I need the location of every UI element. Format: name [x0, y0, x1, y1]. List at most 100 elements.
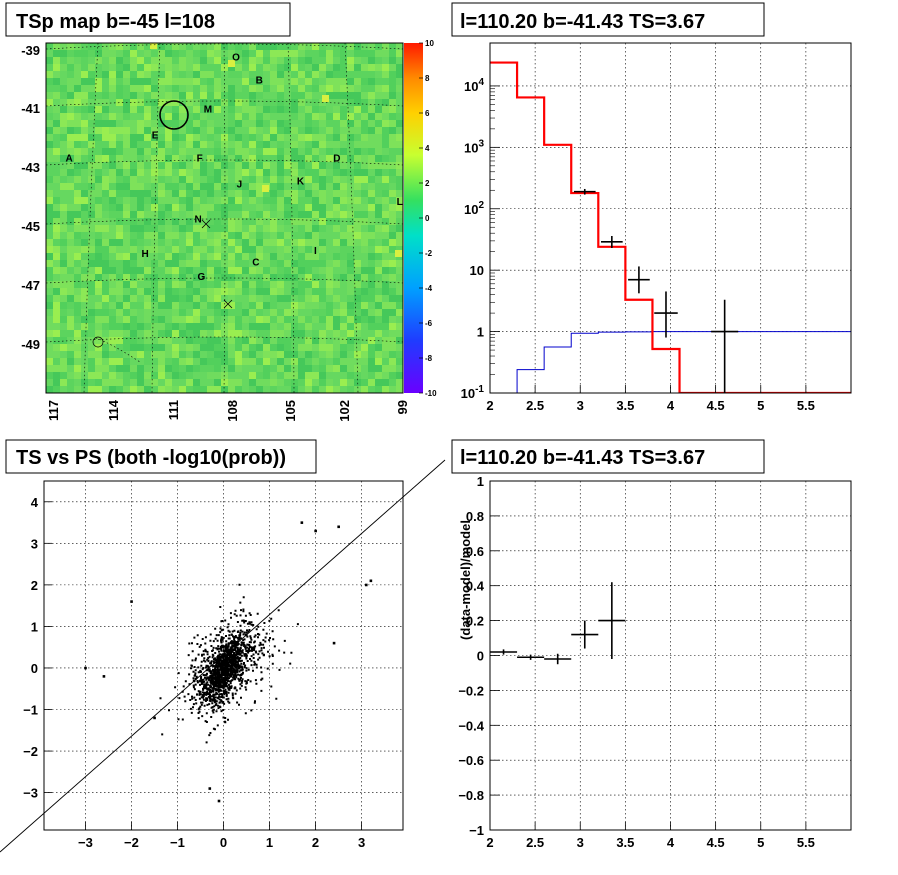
map-pixel	[60, 78, 68, 86]
map-pixel	[305, 337, 313, 345]
map-pixel	[60, 127, 68, 135]
map-pixel	[368, 323, 376, 331]
map-pixel	[102, 183, 110, 191]
map-pixel	[284, 183, 292, 191]
map-pixel	[53, 50, 61, 58]
map-pixel	[158, 309, 166, 317]
map-pixel	[88, 232, 96, 240]
map-pixel	[326, 169, 334, 177]
map-pixel	[172, 162, 180, 170]
map-pixel	[242, 232, 250, 240]
map-pixel	[228, 239, 236, 247]
map-pixel	[228, 218, 236, 226]
map-pixel	[263, 316, 271, 324]
map-pixel	[151, 148, 159, 156]
map-pixel	[305, 372, 313, 380]
map-pixel	[130, 127, 138, 135]
map-pixel	[361, 99, 369, 107]
residual-y-tick-label: −0.4	[458, 718, 484, 733]
map-pixel	[81, 155, 89, 163]
map-pixel	[312, 113, 320, 121]
map-pixel	[368, 358, 376, 366]
map-pixel	[319, 260, 327, 268]
map-pixel	[88, 106, 96, 114]
map-pixel	[123, 351, 131, 359]
map-pixel	[319, 43, 327, 51]
map-pixel	[221, 134, 229, 142]
map-pixel	[284, 78, 292, 86]
map-pixel	[158, 330, 166, 338]
map-pixel	[270, 225, 278, 233]
map-pixel	[179, 379, 187, 387]
map-pixel	[263, 204, 271, 212]
map-pixel	[116, 57, 124, 65]
map-pixel	[277, 358, 285, 366]
map-pixel	[249, 232, 257, 240]
map-pixel	[137, 246, 145, 254]
map-pixel	[284, 148, 292, 156]
map-pixel	[67, 267, 75, 275]
map-pixel	[144, 134, 152, 142]
map-pixel	[102, 78, 110, 86]
map-pixel	[130, 232, 138, 240]
map-pixel	[74, 218, 82, 226]
map-pixel	[347, 281, 355, 289]
map-pixel	[361, 155, 369, 163]
map-pixel	[172, 148, 180, 156]
map-pixel	[291, 309, 299, 317]
map-pixel	[67, 190, 75, 198]
map-pixel	[284, 267, 292, 275]
map-pixel	[396, 141, 403, 149]
map-pixel	[137, 302, 145, 310]
map-pixel	[207, 358, 215, 366]
residual-y-tick-label: 0.2	[466, 614, 484, 629]
map-pixel	[263, 169, 271, 177]
map-pixel	[277, 120, 285, 128]
map-pixel	[361, 232, 369, 240]
map-pixel	[284, 281, 292, 289]
map-pixel	[207, 323, 215, 331]
map-pixel	[221, 211, 229, 219]
map-pixel	[74, 162, 82, 170]
map-pixel	[291, 106, 299, 114]
map-pixel	[172, 99, 180, 107]
map-pixel	[235, 78, 243, 86]
map-pixel	[312, 85, 320, 93]
map-pixel	[361, 267, 369, 275]
map-pixel	[263, 71, 271, 79]
map-pixel	[284, 337, 292, 345]
map-pixel	[158, 337, 166, 345]
map-pixel	[123, 225, 131, 233]
map-pixel	[340, 204, 348, 212]
map-pixel	[158, 316, 166, 324]
map-pixel	[88, 239, 96, 247]
map-pixel	[67, 288, 75, 296]
map-pixel	[319, 295, 327, 303]
map-pixel	[88, 267, 96, 275]
map-pixel	[312, 141, 320, 149]
map-pixel	[284, 239, 292, 247]
map-pixel	[235, 281, 243, 289]
map-pixel	[144, 309, 152, 317]
map-pixel	[319, 267, 327, 275]
map-pixel	[396, 78, 403, 86]
map-x-tick-label: 114	[106, 399, 121, 421]
map-pixel	[214, 183, 222, 191]
map-pixel	[305, 253, 313, 261]
map-pixel	[186, 260, 194, 268]
map-pixel	[151, 351, 159, 359]
map-pixel	[53, 337, 61, 345]
map-pixel	[200, 295, 208, 303]
map-pixel	[109, 43, 117, 51]
map-pixel	[263, 239, 271, 247]
map-pixel	[102, 344, 110, 352]
map-pixel	[88, 372, 96, 380]
map-pixel	[242, 344, 250, 352]
map-pixel	[242, 64, 250, 72]
map-pixel	[88, 99, 96, 107]
map-pixel	[214, 190, 222, 198]
map-pixel	[389, 57, 397, 65]
map-pixel	[46, 365, 54, 373]
map-pixel	[123, 372, 131, 380]
selected-source-circle	[159, 100, 189, 130]
